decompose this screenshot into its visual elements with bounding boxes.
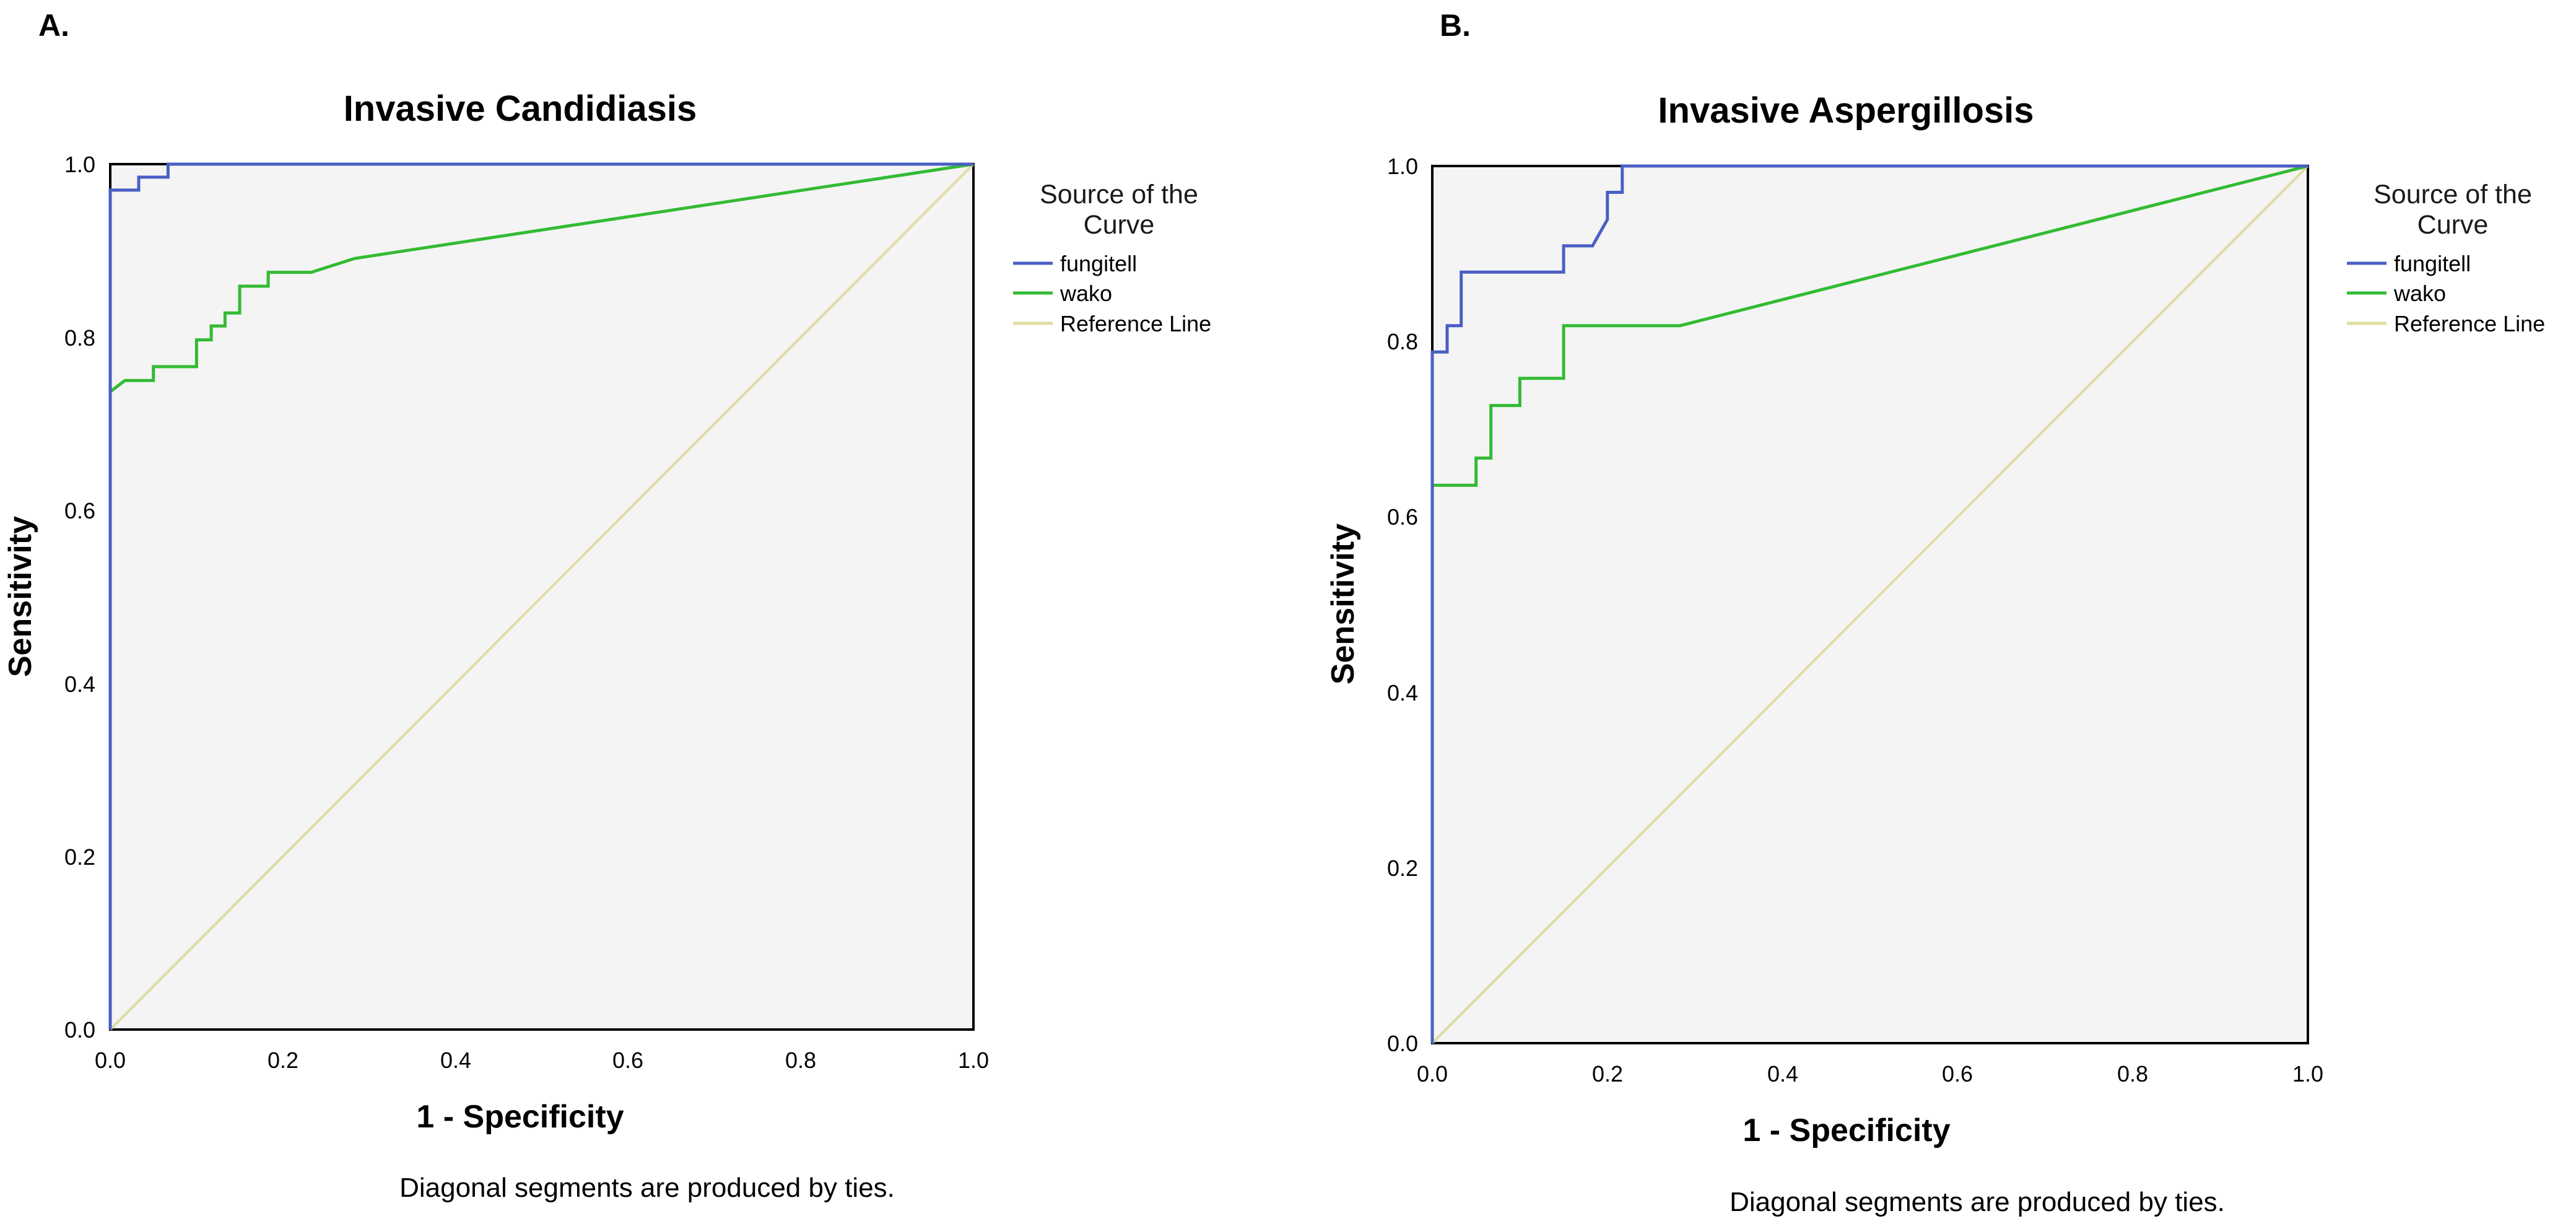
panel-a-y-tick: 0.4 <box>64 671 95 697</box>
panel-a-x-tick: 1.0 <box>958 1047 989 1073</box>
panel-a-legend: Source of the Curve fungitell wako Refer… <box>1013 180 1211 336</box>
panel-b: B. Invasive Aspergillosis 0.0 0.2 0.4 0.… <box>1325 8 2545 1217</box>
panel-b-legend-title-line1: Source of the <box>2374 180 2532 209</box>
panel-b-legend-title-line2: Curve <box>2417 210 2489 240</box>
panel-b-series-reference-line <box>1431 165 2309 1044</box>
panel-b-x-tick: 0.6 <box>1942 1061 1973 1087</box>
panel-b-y-tick: 1.0 <box>1387 154 1418 179</box>
panel-a-label: A. <box>38 8 69 43</box>
panel-b-legend: Source of the Curve fungitell wako Refer… <box>2347 180 2545 336</box>
panel-a-x-ticks: 0.0 0.2 0.4 0.6 0.8 1.0 <box>95 1047 989 1073</box>
panel-a-legend-title-line2: Curve <box>1084 210 1155 240</box>
panel-b-y-tick: 0.6 <box>1387 504 1418 530</box>
panel-b-y-tick: 0.0 <box>1387 1031 1418 1056</box>
panel-b-legend-label-wako: wako <box>2393 281 2446 306</box>
panel-a-y-tick: 0.2 <box>64 844 95 870</box>
panel-a-x-tick: 0.2 <box>268 1047 298 1073</box>
panel-b-y-tick: 0.4 <box>1387 680 1418 706</box>
panel-a-y-tick: 1.0 <box>64 152 95 177</box>
panel-b-x-tick: 0.2 <box>1592 1061 1623 1087</box>
panel-a-legend-label-wako: wako <box>1060 281 1112 306</box>
panel-b-y-tick: 0.2 <box>1387 855 1418 881</box>
panel-a-y-tick: 0.6 <box>64 498 95 523</box>
panel-b-x-ticks: 0.0 0.2 0.4 0.6 0.8 1.0 <box>1417 1061 2323 1087</box>
panel-b-label: B. <box>1440 8 1471 43</box>
panel-a-title: Invasive Candidiasis <box>344 89 697 129</box>
panel-a-series-layer <box>108 162 975 1031</box>
panel-a: A. Invasive Candidiasis 0.0 0.2 0.4 0.6 … <box>2 8 1211 1203</box>
panel-a-footnote: Diagonal segments are produced by ties. <box>399 1173 895 1203</box>
panel-b-series-wako <box>1430 164 2308 1043</box>
panel-a-legend-label-reference: Reference Line <box>1060 311 1211 336</box>
panel-a-x-tick: 0.4 <box>440 1047 471 1073</box>
panel-a-y-tick: 0.8 <box>64 325 95 351</box>
panel-b-legend-label-fungitell: fungitell <box>2394 251 2471 276</box>
panel-b-y-axis-label: Sensitivity <box>1325 523 1361 684</box>
panel-b-x-tick: 0.4 <box>1767 1061 1798 1087</box>
panel-b-x-tick: 0.8 <box>2117 1061 2148 1087</box>
panel-b-series-fungitell <box>1430 164 2308 1043</box>
panel-a-legend-label-fungitell: fungitell <box>1060 251 1137 276</box>
panel-a-x-tick: 0.6 <box>612 1047 643 1073</box>
panel-b-y-tick: 0.8 <box>1387 329 1418 354</box>
panel-b-x-axis-label: 1 - Specificity <box>1743 1113 1950 1148</box>
panel-a-legend-title-line1: Source of the <box>1040 180 1198 209</box>
panel-a-series-wako <box>108 162 974 1030</box>
panel-a-x-axis-label: 1 - Specificity <box>416 1099 624 1135</box>
panel-b-x-tick: 1.0 <box>2292 1061 2323 1087</box>
panel-a-x-tick: 0.8 <box>785 1047 816 1073</box>
panel-a-series-fungitell <box>108 162 973 1030</box>
panel-a-series-reference-line <box>109 163 975 1031</box>
panel-b-footnote: Diagonal segments are produced by ties. <box>1730 1187 2225 1217</box>
panel-b-x-tick: 0.0 <box>1417 1061 1448 1087</box>
panel-b-legend-label-reference: Reference Line <box>2394 311 2545 336</box>
panel-b-series-layer <box>1430 164 2309 1044</box>
panel-a-y-tick: 0.0 <box>64 1017 95 1043</box>
panel-a-y-axis-label: Sensitivity <box>2 516 38 677</box>
panel-a-y-ticks: 0.0 0.2 0.4 0.6 0.8 1.0 <box>64 152 95 1043</box>
panel-b-y-ticks: 0.0 0.2 0.4 0.6 0.8 1.0 <box>1387 154 1418 1056</box>
panel-b-title: Invasive Aspergillosis <box>1658 90 2034 131</box>
panel-a-x-tick: 0.0 <box>95 1047 126 1073</box>
